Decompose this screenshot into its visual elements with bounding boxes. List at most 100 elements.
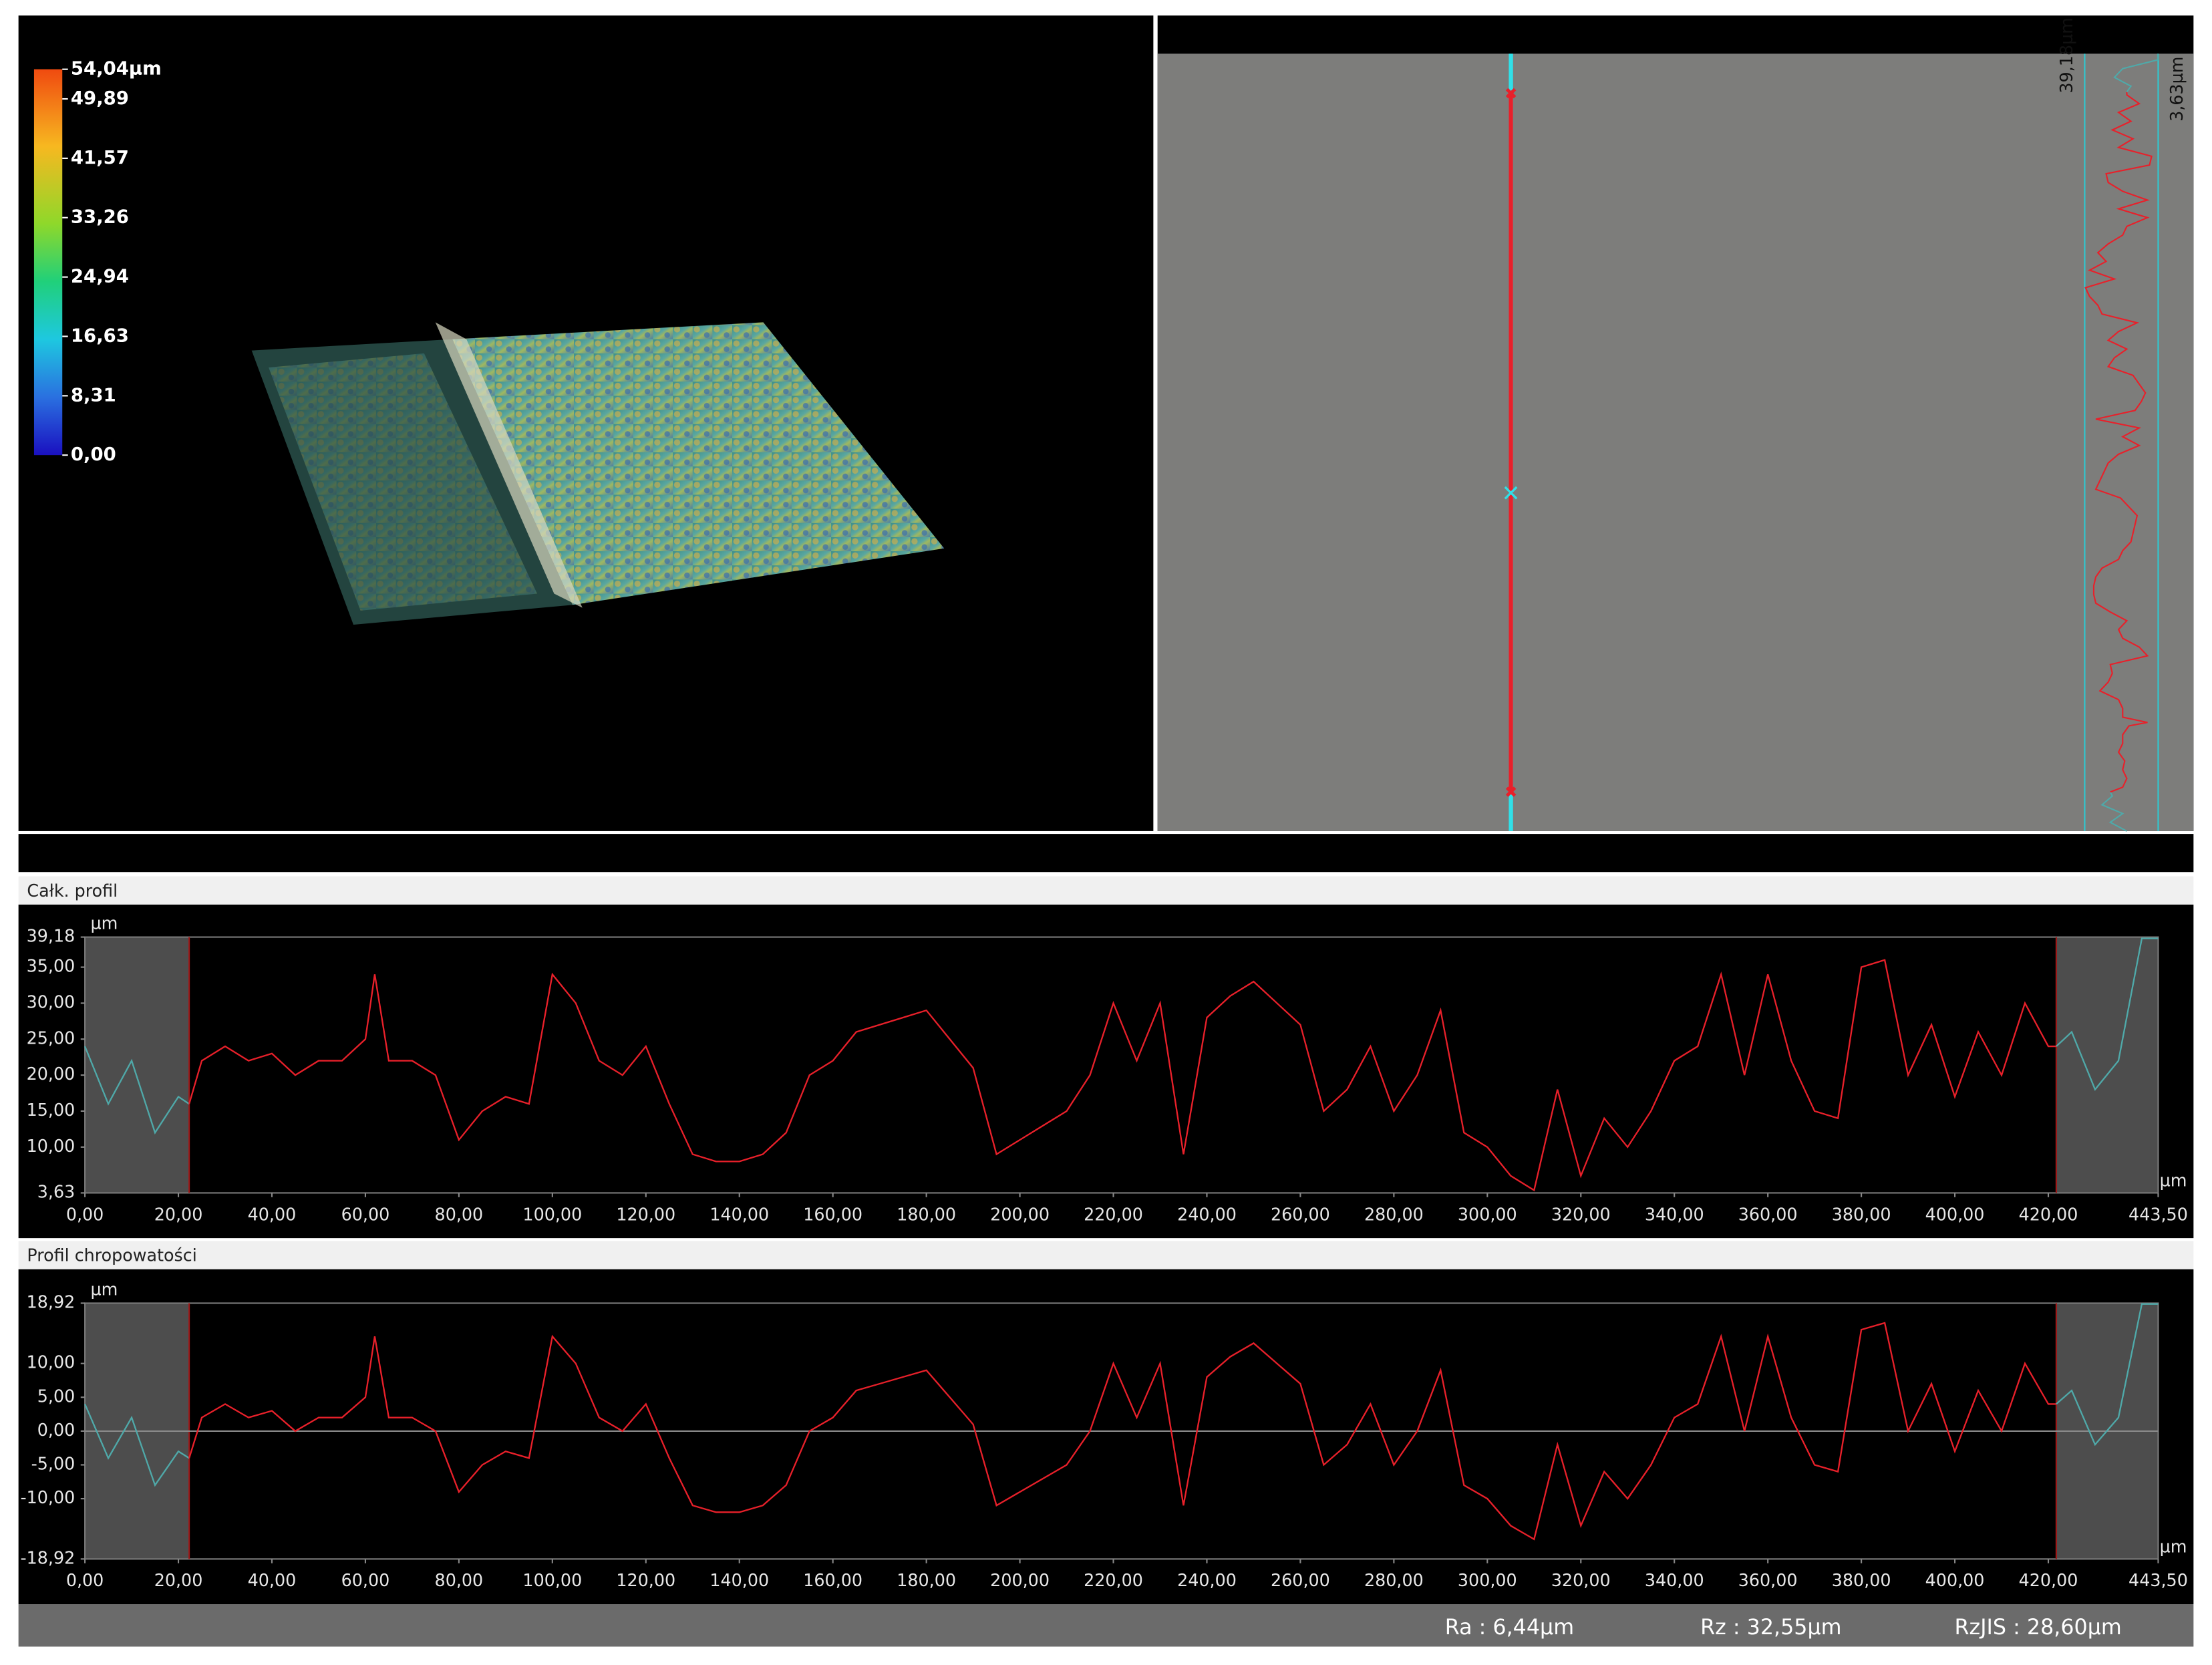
stat-rz: Rz : 32,55µm [1700,1616,1841,1640]
y-tick-label: 10,00 [27,1352,75,1372]
chart-title: Całk. profil [27,881,118,901]
x-tick-label: 320,00 [1551,1570,1611,1590]
x-tick-label: 180,00 [897,1570,956,1590]
y-tick-label: 20,00 [27,1064,75,1084]
profile-line [188,1322,2056,1541]
chart-panel [18,904,2194,1239]
x-tick-label: 200,00 [990,1570,1050,1590]
image-profile-line [2084,92,2153,793]
scan-start: ✖ [1505,85,1517,103]
image-profile-line [2113,53,2159,93]
x-tick-label: 60,00 [341,1204,390,1224]
profile-line [188,959,2056,1192]
x-tick-label: 380,00 [1832,1204,1891,1224]
y-tick-label: 35,00 [27,956,75,976]
colorbar-label: 24,94 [71,266,129,287]
y-tick-label: 15,00 [27,1100,75,1120]
x-tick-label: 340,00 [1645,1570,1704,1590]
y-unit: µm [91,913,118,933]
x-tick-label: 60,00 [341,1570,390,1590]
profile-line [2056,937,2159,1091]
x-tick-label: 100,00 [522,1204,582,1224]
x-tick-label: 120,00 [616,1204,675,1224]
x-tick-label: 300,00 [1458,1204,1517,1224]
y-tick-label: 18,92 [27,1292,75,1312]
x-tick-label: 360,00 [1738,1204,1798,1224]
colorbar-label: 16,63 [71,325,129,346]
x-tick-label: 80,00 [435,1204,484,1224]
y-tick-label: -5,00 [31,1453,75,1473]
x-tick-label: 320,00 [1551,1204,1611,1224]
y-tick-label: 0,00 [37,1420,75,1440]
x-tick-label: 20,00 [154,1204,203,1224]
x-tick-label: 380,00 [1832,1570,1891,1590]
image-max-label: 39,18µm [2056,17,2076,94]
x-tick-label: 220,00 [1084,1570,1143,1590]
x-tick-label: 280,00 [1364,1570,1424,1590]
x-tick-label: 400,00 [1925,1570,1985,1590]
x-tick-label: 240,00 [1177,1570,1237,1590]
x-tick-label: 280,00 [1364,1204,1424,1224]
profile-line [84,1403,190,1487]
y-tick-label: 10,00 [27,1136,75,1156]
x-tick-label: 120,00 [616,1570,675,1590]
image-profile-line [2100,791,2127,832]
x-tick-label: 40,00 [248,1570,297,1590]
x-tick-label: 443,50 [2128,1204,2188,1224]
colorbar-label: 54,04µm [71,58,162,80]
y-tick-label: -10,00 [20,1487,75,1507]
x-tick-label: 160,00 [803,1204,862,1224]
x-tick-label: 420,00 [2019,1570,2078,1590]
colorbar-label: 0,00 [71,444,116,465]
x-tick-label: 400,00 [1925,1204,1985,1224]
profile-line [2056,1303,2159,1447]
x-tick-label: 160,00 [803,1570,862,1590]
stat-ra: Ra : 6,44µm [1445,1616,1574,1640]
chart-title: Profil chropowatości [27,1245,196,1265]
x-tick-label: 300,00 [1458,1570,1517,1590]
x-tick-label: 260,00 [1271,1570,1330,1590]
y-tick-label: 30,00 [27,992,75,1012]
y-tick-label: -18,92 [20,1547,75,1567]
colorbar-label: 33,26 [71,206,129,228]
x-tick-label: 0,00 [66,1570,104,1590]
section-plane [435,322,583,608]
x-tick-label: 200,00 [990,1204,1050,1224]
x-tick-label: 0,00 [66,1204,104,1224]
x-unit: µm [2160,1536,2187,1556]
toolbar-strip [18,834,2194,873]
y-tick-label: 3,63 [37,1181,75,1201]
y-tick-label: 5,00 [37,1386,75,1406]
y-tick-label: 25,00 [27,1028,75,1048]
surface-left-texture [269,353,538,611]
chart-panel [18,1269,2194,1605]
x-tick-label: 180,00 [897,1204,956,1224]
colorbar-label: 49,89 [71,88,129,109]
y-tick-label: 39,18 [27,926,75,946]
x-tick-label: 100,00 [522,1570,582,1590]
x-tick-label: 360,00 [1738,1570,1798,1590]
profile-line [84,1046,190,1134]
microscope-image [1157,53,2194,831]
x-tick-label: 40,00 [248,1204,297,1224]
x-tick-label: 80,00 [435,1570,484,1590]
x-tick-label: 240,00 [1177,1204,1237,1224]
status-bar [18,1604,2194,1647]
image-min-label: 3,63µm [2167,57,2187,122]
x-tick-label: 420,00 [2019,1204,2078,1224]
excluded-region [2056,937,2159,1193]
scan-end: ✖ [1505,783,1517,801]
chart-header [18,876,2194,905]
scan-center: ✕ [1501,480,1520,506]
y-unit: µm [91,1279,118,1299]
x-tick-label: 220,00 [1084,1204,1143,1224]
colorbar-label: 8,31 [71,384,116,406]
x-tick-label: 260,00 [1271,1204,1330,1224]
x-tick-label: 140,00 [709,1570,769,1590]
colorbar-label: 41,57 [71,147,129,168]
plot-frame [84,936,2159,1194]
stat-rzjis: RzJIS : 28,60µm [1955,1616,2122,1640]
x-tick-label: 340,00 [1645,1204,1704,1224]
